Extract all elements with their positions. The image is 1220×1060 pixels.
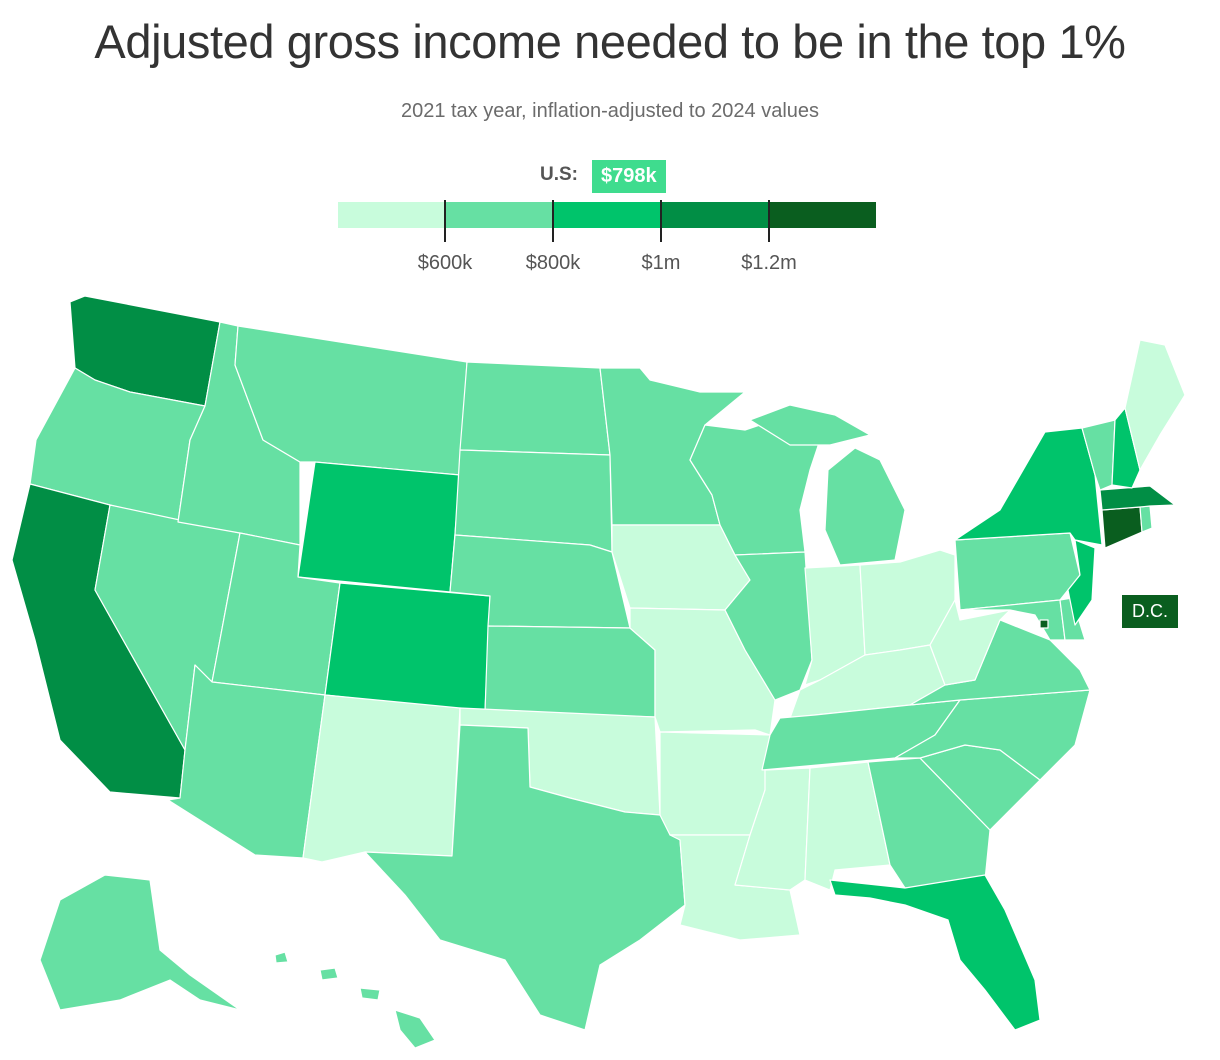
state-NJ[interactable] (1067, 539, 1096, 626)
legend-swatch-3 (553, 202, 661, 228)
state-DE[interactable] (1059, 597, 1086, 641)
legend-swatch-2 (445, 202, 554, 228)
state-WY[interactable] (297, 461, 461, 593)
state-NM[interactable] (302, 694, 461, 863)
chart-title: Adjusted gross income needed to be in th… (94, 15, 1126, 68)
legend-tick-4 (768, 200, 770, 242)
state-WV[interactable] (929, 599, 1011, 686)
state-NC[interactable] (894, 689, 1091, 781)
legend-tick-1 (444, 200, 446, 242)
state-KS[interactable] (484, 625, 656, 718)
legend-tick-3 (660, 200, 662, 242)
legend-swatch-1 (338, 202, 446, 228)
legend-tick-label-1: $600k (417, 252, 473, 274)
legend-swatch-4 (660, 202, 769, 228)
state-WI[interactable] (689, 414, 821, 556)
state-AZ[interactable] (167, 664, 326, 859)
state-MA[interactable] (1099, 485, 1176, 511)
state-AR[interactable] (659, 731, 771, 836)
legend-tick-label-4: $1.2m (741, 252, 797, 274)
state-NY[interactable] (954, 427, 1103, 546)
legend-tick-label-3: $1m (641, 252, 681, 274)
legend-swatch-5 (768, 202, 876, 228)
state-ND[interactable] (459, 361, 611, 456)
state-FL[interactable] (829, 874, 1041, 1031)
us-label: U.S: (540, 164, 578, 185)
state-TX[interactable] (364, 724, 686, 1031)
state-HI[interactable] (274, 951, 436, 1049)
state-RI[interactable] (1139, 505, 1153, 533)
state-NH[interactable] (1111, 407, 1141, 489)
us-value-badge: $798k (592, 160, 666, 193)
state-MI[interactable] (749, 404, 906, 566)
chart-subtitle: 2021 tax year, inflation-adjusted to 202… (400, 100, 820, 122)
state-CO[interactable] (324, 582, 491, 713)
color-legend (338, 202, 876, 228)
state-AK[interactable] (39, 874, 241, 1011)
state-DC[interactable] (1039, 619, 1049, 629)
state-VT[interactable] (1081, 419, 1116, 491)
state-CT[interactable] (1101, 506, 1143, 549)
legend-tick-2 (552, 200, 554, 242)
legend-tick-label-2: $800k (525, 252, 581, 274)
dc-label: D.C. (1122, 595, 1178, 628)
state-PA[interactable] (954, 532, 1081, 611)
state-ME[interactable] (1124, 339, 1186, 471)
